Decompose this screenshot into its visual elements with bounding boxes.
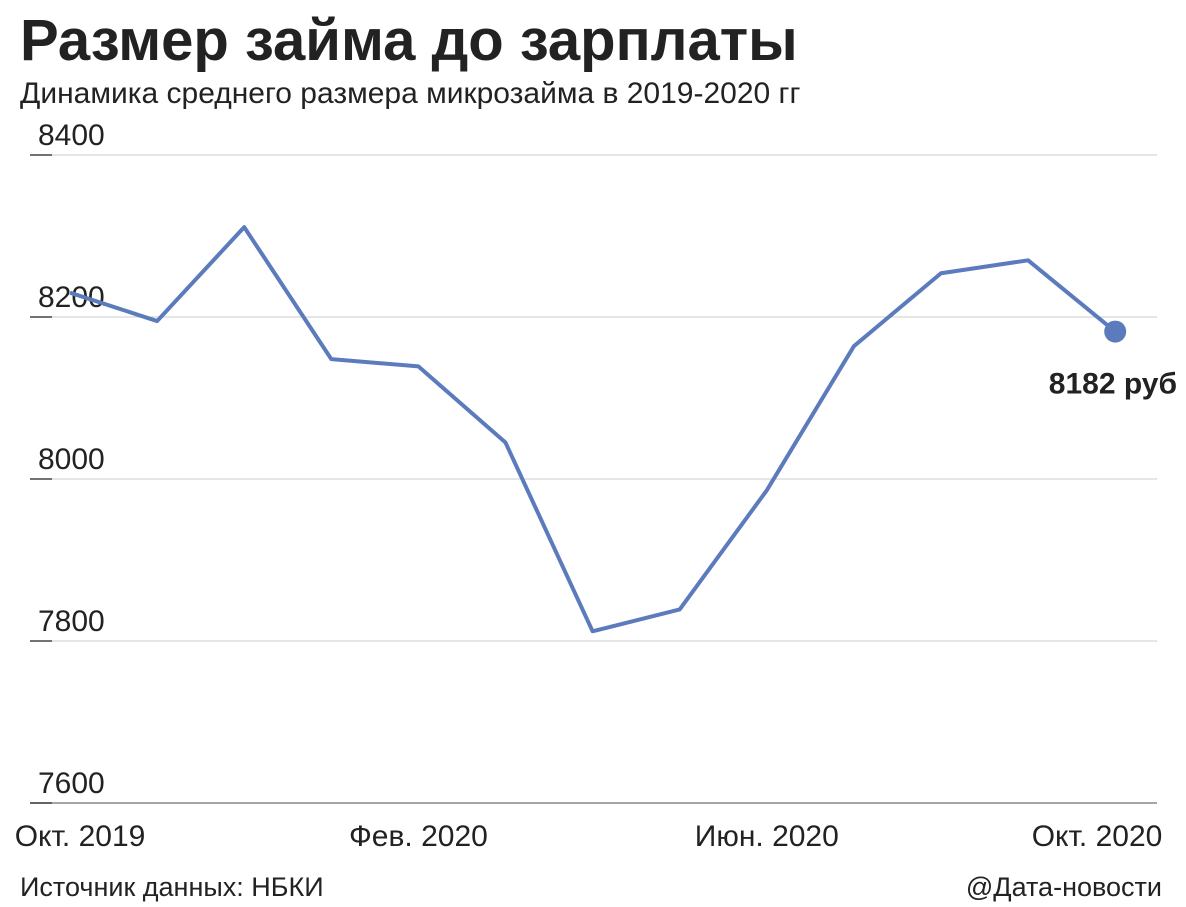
x-tick-label: Окт. 2019 bbox=[15, 820, 146, 853]
y-tick-label: 8200 bbox=[38, 281, 105, 314]
y-tick-label: 7800 bbox=[38, 605, 105, 638]
x-tick-label: Июн. 2020 bbox=[695, 820, 839, 853]
y-tick-label: 8400 bbox=[38, 119, 105, 152]
y-tick-label: 8000 bbox=[38, 443, 105, 476]
value-label: 8182 руб bbox=[1049, 368, 1177, 401]
chart-title: Размер займа до зарплаты bbox=[20, 8, 798, 73]
source: Источник данных: НБКИ bbox=[20, 872, 324, 902]
line bbox=[69, 225, 1117, 634]
x-tick-label: Фев. 2020 bbox=[349, 820, 488, 853]
x-tick-label: Окт. 2020 bbox=[1032, 820, 1163, 853]
credit: @Дата-новости bbox=[966, 872, 1162, 902]
y-tick-label: 7600 bbox=[38, 767, 105, 800]
chart-subtitle: Динамика среднего размера микрозайма в 2… bbox=[20, 77, 800, 110]
end-marker bbox=[1104, 320, 1127, 343]
